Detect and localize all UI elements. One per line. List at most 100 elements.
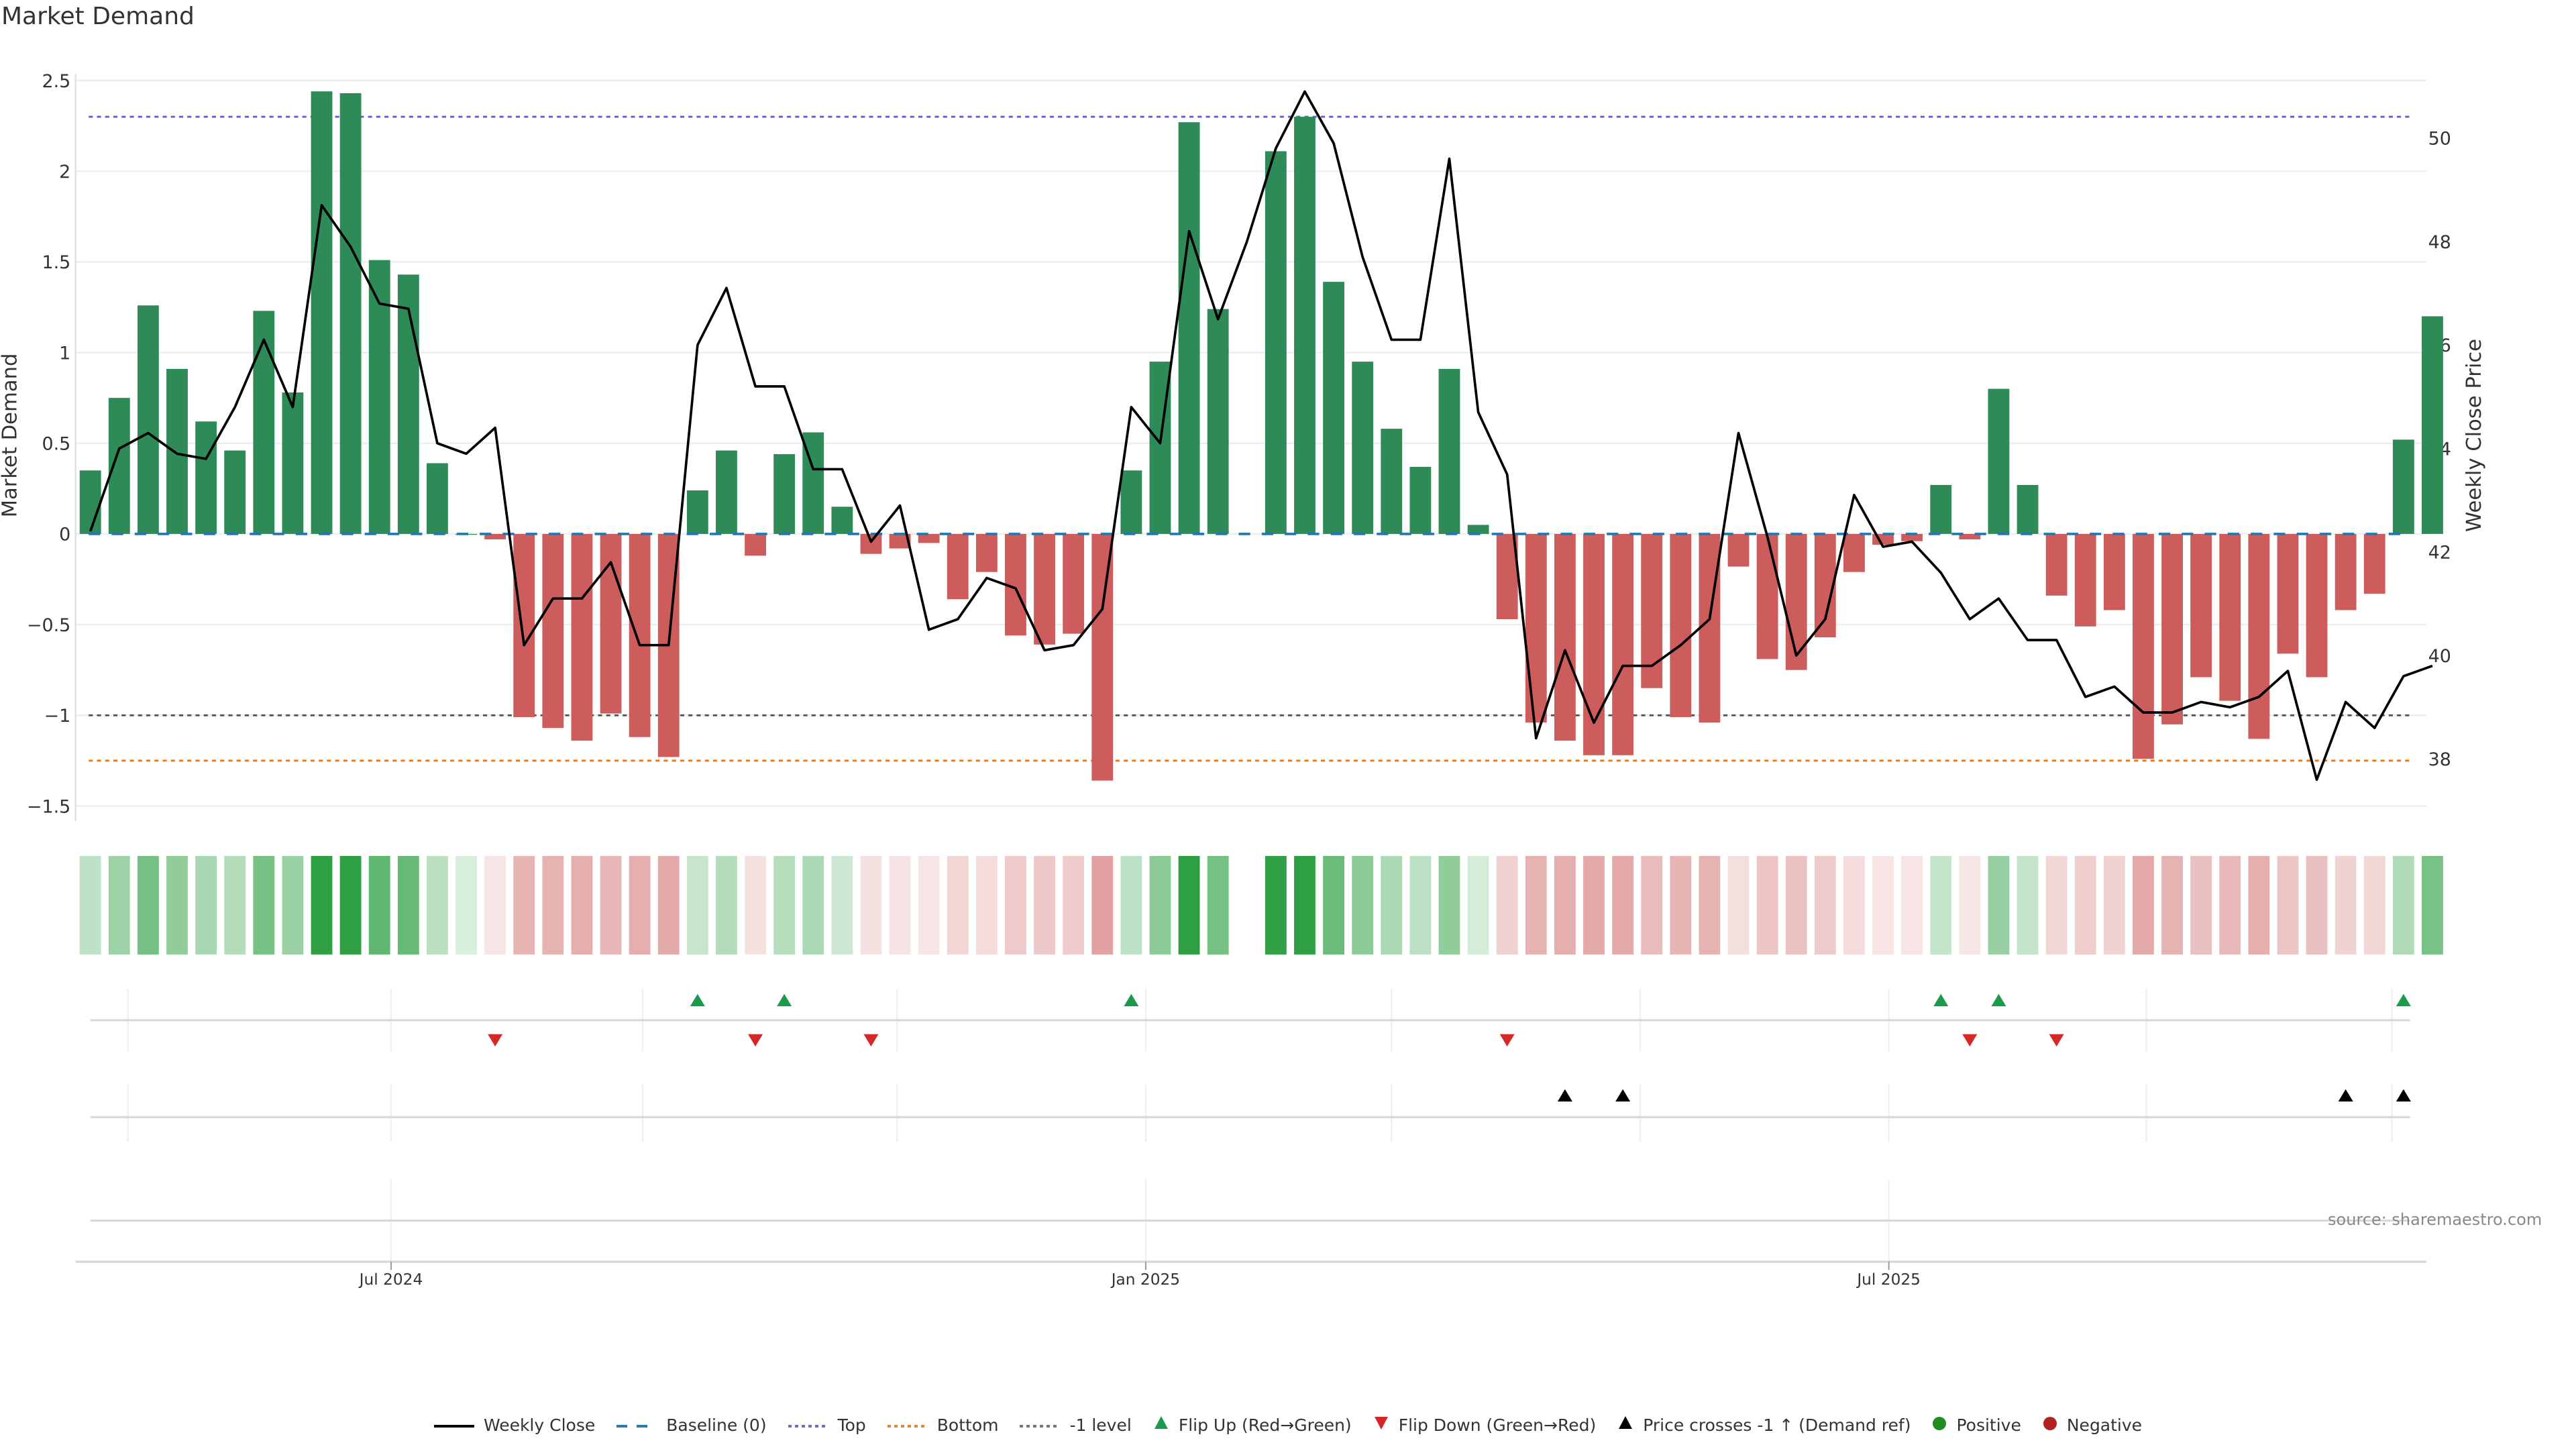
legend-item[interactable]: Bottom: [887, 1415, 998, 1435]
heat-cell: [1959, 855, 1981, 955]
demand-bar: [1785, 533, 1807, 670]
demand-bar: [2422, 316, 2443, 534]
y2-axis-label: Weekly Close Price: [2463, 339, 2486, 532]
dotted-line-icon: [788, 1415, 828, 1435]
triangle-up-icon: [1153, 1415, 1169, 1435]
demand-bar: [79, 470, 101, 534]
demand-bar: [1034, 533, 1055, 645]
heat-cell: [686, 855, 708, 955]
heat-cell: [2017, 855, 2039, 955]
heat-cell: [2277, 855, 2299, 955]
weekly-close-polyline: [89, 90, 2433, 782]
heat-cell: [1178, 855, 1200, 955]
heat-cell: [368, 855, 390, 955]
chart-title: Market Demand: [1, 3, 195, 30]
demand-bar: [2074, 533, 2096, 627]
heat-cell: [831, 855, 853, 955]
legend-item[interactable]: Price crosses -1 ↑ (Demand ref): [1617, 1415, 1911, 1435]
legend-label: -1 level: [1069, 1415, 1132, 1435]
demand-bar: [2017, 484, 2039, 534]
heat-cell: [1034, 855, 1055, 955]
heat-cell: [1901, 855, 1923, 955]
heat-cell: [513, 855, 535, 955]
dotted-line-icon: [887, 1415, 928, 1435]
y-tick-label: −0.5: [27, 615, 70, 636]
flip-down-marker: [2049, 1034, 2064, 1046]
heat-cell: [224, 855, 246, 955]
x-tick-label: Jan 2025: [1110, 1271, 1180, 1289]
heat-cell: [1583, 855, 1605, 955]
demand-bar: [773, 453, 796, 534]
flip-down-marker: [748, 1034, 763, 1046]
demand-bar: [1409, 466, 1432, 534]
demand-bar: [1438, 368, 1460, 534]
heat-cell: [1294, 855, 1316, 955]
demand-bar: [860, 533, 882, 554]
heat-cell: [1814, 855, 1836, 955]
heat-cell: [484, 855, 506, 955]
heat-cell: [802, 855, 824, 955]
y2-tick-label: 40: [2428, 646, 2451, 667]
heat-cell: [1872, 855, 1894, 955]
legend-item[interactable]: Flip Down (Green→Red): [1373, 1415, 1597, 1435]
legend-item[interactable]: Positive: [1932, 1415, 2021, 1435]
demand-bar: [571, 533, 593, 741]
heat-cell: [166, 855, 188, 955]
demand-bar: [427, 463, 448, 534]
weekly-close-line: [89, 90, 2433, 782]
y-tick-label: 0: [59, 525, 70, 545]
heat-cell: [947, 855, 969, 955]
heat-cell: [2045, 855, 2068, 955]
heat-cell: [2306, 855, 2328, 955]
flip-up-marker: [1933, 994, 1949, 1006]
demand-bar: [1091, 533, 1114, 781]
legend-item[interactable]: Weekly Close: [433, 1415, 595, 1435]
demand-bar: [1381, 429, 1403, 534]
heat-cell: [1554, 855, 1576, 955]
legend-item[interactable]: Flip Up (Red→Green): [1153, 1415, 1352, 1435]
heat-cell: [600, 855, 622, 955]
heat-cell: [339, 855, 362, 955]
price-cross-marker: [2338, 1089, 2353, 1102]
demand-bar: [1120, 470, 1142, 534]
demand-bar: [311, 91, 333, 534]
demand-bar: [1323, 282, 1344, 534]
heat-cell: [137, 855, 159, 955]
demand-bar: [1178, 122, 1200, 534]
flip-up-marker: [777, 994, 792, 1006]
grid-layer: 2.521.510.50−0.5−1−1.550484644424038: [27, 71, 2451, 822]
heat-cell: [2190, 855, 2212, 955]
heat-cell: [2161, 855, 2183, 955]
circle-icon: [2043, 1415, 2057, 1435]
legend-label: Baseline (0): [666, 1415, 767, 1435]
x-tick-label: Jul 2025: [1856, 1271, 1921, 1289]
heat-cell: [2219, 855, 2241, 955]
heat-cell: [629, 855, 651, 955]
legend-label: Flip Down (Green→Red): [1398, 1415, 1597, 1435]
legend-item[interactable]: Baseline (0): [616, 1415, 767, 1435]
heat-cell: [2248, 855, 2270, 955]
reference-lines: [89, 115, 2410, 762]
demand-bar: [484, 533, 506, 540]
demand-bar: [282, 392, 304, 534]
legend-item[interactable]: -1 level: [1020, 1415, 1132, 1435]
demand-bar: [831, 506, 853, 534]
heat-cell: [2103, 855, 2125, 955]
legend-item[interactable]: Top: [788, 1415, 866, 1435]
demand-bar: [166, 368, 188, 534]
y2-tick-label: 42: [2428, 543, 2451, 564]
demand-bar: [2190, 533, 2212, 678]
demand-bar: [2045, 533, 2068, 596]
demand-bar: [1843, 533, 1865, 572]
flip-up-marker: [1124, 994, 1139, 1006]
y-tick-label: 2.5: [42, 71, 70, 92]
legend-label: Positive: [1956, 1415, 2021, 1435]
demand-bar: [1554, 533, 1576, 741]
demand-bar: [918, 533, 940, 543]
demand-bar: [542, 533, 564, 729]
legend-item[interactable]: Negative: [2043, 1415, 2142, 1435]
demand-bar: [2363, 533, 2385, 594]
x-tick-label: Jul 2024: [358, 1271, 423, 1289]
heat-cell: [2334, 855, 2357, 955]
demand-bar: [2306, 533, 2328, 678]
